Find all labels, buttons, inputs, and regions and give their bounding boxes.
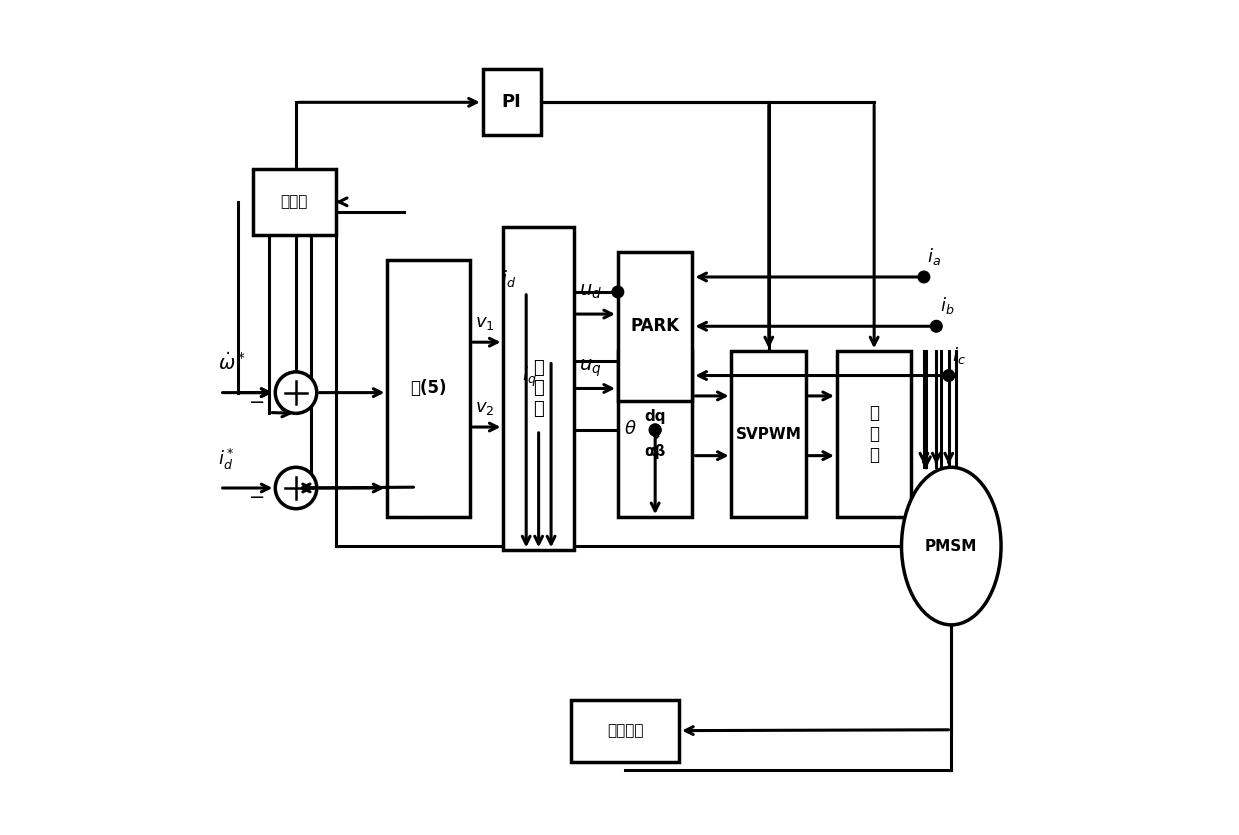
Ellipse shape	[902, 468, 1001, 625]
Text: $v_1$: $v_1$	[476, 314, 494, 332]
Circle shape	[649, 424, 660, 436]
Circle shape	[649, 424, 660, 436]
Bar	[571, 700, 679, 762]
Bar	[731, 352, 807, 517]
Text: PI: PI	[502, 94, 522, 111]
Text: 线
性
化: 线 性 化	[533, 359, 544, 418]
Text: PARK: PARK	[631, 317, 680, 336]
Circle shape	[918, 271, 929, 283]
Bar	[836, 352, 912, 517]
Text: $u_d$: $u_d$	[579, 282, 602, 301]
Text: PMSM: PMSM	[926, 539, 978, 554]
Circle shape	[275, 468, 317, 509]
Text: $v_2$: $v_2$	[476, 399, 494, 418]
Text: −: −	[249, 393, 265, 412]
Text: $\theta$: $\theta$	[623, 420, 637, 438]
Bar	[253, 169, 336, 235]
Text: dq
↓
αβ: dq ↓ αβ	[644, 409, 665, 459]
Text: 传感器: 传感器	[281, 195, 309, 210]
Text: $i_c$: $i_c$	[952, 345, 966, 366]
Text: $u_q$: $u_q$	[579, 357, 601, 378]
Text: $i_d$: $i_d$	[502, 268, 517, 289]
Text: $i_d^*$: $i_d^*$	[218, 447, 235, 472]
Bar	[388, 260, 470, 517]
Text: $\dot{\omega}^*$: $\dot{\omega}^*$	[218, 352, 245, 373]
Bar	[483, 69, 540, 135]
Bar	[618, 352, 693, 517]
Text: 负载转矩: 负载转矩	[607, 723, 643, 738]
Text: 式(5): 式(5)	[410, 379, 447, 397]
Circle shape	[275, 372, 317, 413]
Text: −: −	[249, 488, 265, 508]
Text: SVPWM: SVPWM	[736, 427, 802, 442]
Text: $i_a$: $i_a$	[927, 246, 942, 267]
Text: $i_q$: $i_q$	[522, 365, 536, 389]
Text: $i_b$: $i_b$	[939, 296, 954, 316]
Text: 逆
变
器: 逆 变 器	[869, 404, 880, 464]
Circle shape	[943, 370, 954, 382]
Bar	[503, 227, 574, 550]
Bar	[618, 251, 693, 401]
Circle shape	[930, 321, 942, 332]
Circle shape	[612, 286, 623, 298]
